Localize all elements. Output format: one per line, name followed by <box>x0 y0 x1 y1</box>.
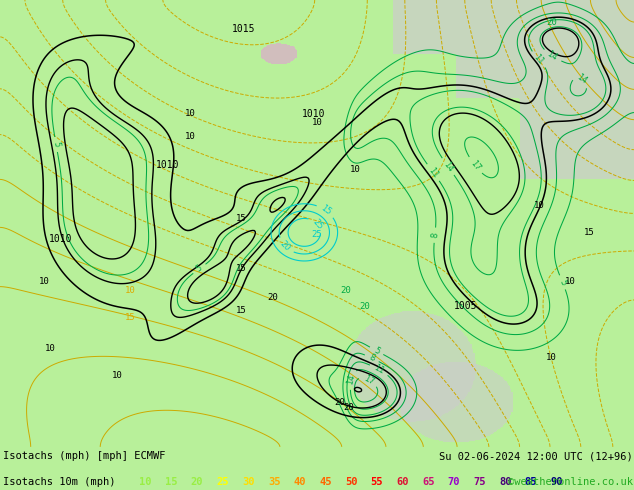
Text: 17: 17 <box>469 158 482 172</box>
Text: 10: 10 <box>350 165 360 174</box>
Text: 55: 55 <box>370 477 383 487</box>
Text: 25: 25 <box>311 217 324 231</box>
Text: 10: 10 <box>185 132 195 141</box>
Text: 15: 15 <box>236 215 246 223</box>
Text: 65: 65 <box>422 477 434 487</box>
Text: 25: 25 <box>312 230 322 239</box>
Text: 14: 14 <box>346 373 357 386</box>
Text: 45: 45 <box>320 477 332 487</box>
Text: 20: 20 <box>268 293 278 302</box>
Text: 10: 10 <box>46 344 56 353</box>
Text: 15: 15 <box>125 313 135 322</box>
Text: 10: 10 <box>566 277 576 286</box>
Text: 14: 14 <box>575 73 588 86</box>
Text: 85: 85 <box>525 477 537 487</box>
Text: 40: 40 <box>294 477 306 487</box>
Text: 75: 75 <box>473 477 486 487</box>
Text: 10: 10 <box>139 477 152 487</box>
Text: 1010: 1010 <box>48 234 72 244</box>
Text: 80: 80 <box>499 477 512 487</box>
Text: 15: 15 <box>236 264 246 272</box>
Text: Isotachs 10m (mph): Isotachs 10m (mph) <box>3 477 115 487</box>
Text: 20: 20 <box>344 403 354 412</box>
Text: 14: 14 <box>545 49 559 63</box>
Text: 35: 35 <box>268 477 280 487</box>
Text: 25: 25 <box>217 477 229 487</box>
Text: 20: 20 <box>191 477 204 487</box>
Text: 11: 11 <box>372 363 386 376</box>
Text: 5: 5 <box>372 345 381 356</box>
Text: 5: 5 <box>557 278 567 287</box>
Text: 1015: 1015 <box>232 24 256 34</box>
Text: 60: 60 <box>396 477 409 487</box>
Text: 10: 10 <box>112 371 122 380</box>
Text: 17: 17 <box>362 373 375 387</box>
Text: ©weatheronline.co.uk: ©weatheronline.co.uk <box>508 477 633 487</box>
Text: 8: 8 <box>430 232 439 238</box>
Text: 20: 20 <box>340 286 351 295</box>
Text: 1010: 1010 <box>156 160 180 171</box>
Text: 5: 5 <box>51 141 61 148</box>
Text: 8: 8 <box>368 353 376 364</box>
Text: 10: 10 <box>534 201 544 210</box>
Text: 10: 10 <box>547 353 557 362</box>
Text: 11: 11 <box>427 166 440 179</box>
Text: 10: 10 <box>125 286 135 295</box>
Text: 1005: 1005 <box>454 301 478 311</box>
Text: 15: 15 <box>236 306 246 315</box>
Text: 14: 14 <box>441 160 455 173</box>
Text: 50: 50 <box>345 477 358 487</box>
Text: 15: 15 <box>319 204 333 217</box>
Text: 10: 10 <box>185 109 195 119</box>
Text: 11: 11 <box>532 52 545 66</box>
Text: Isotachs (mph) [mph] ECMWF: Isotachs (mph) [mph] ECMWF <box>3 451 165 461</box>
Text: 10: 10 <box>39 277 49 286</box>
Text: 1010: 1010 <box>302 109 326 119</box>
Text: Su 02-06-2024 12:00 UTC (12+96): Su 02-06-2024 12:00 UTC (12+96) <box>439 451 633 461</box>
Text: 20: 20 <box>334 398 344 407</box>
Text: 20: 20 <box>278 240 292 253</box>
Text: 5: 5 <box>195 264 204 274</box>
Text: 20: 20 <box>359 302 370 311</box>
Text: 90: 90 <box>550 477 563 487</box>
Text: 15: 15 <box>165 477 178 487</box>
Text: 10: 10 <box>312 119 322 127</box>
Text: 20: 20 <box>547 18 557 27</box>
Text: 70: 70 <box>448 477 460 487</box>
Text: 15: 15 <box>585 228 595 237</box>
Text: 30: 30 <box>242 477 255 487</box>
